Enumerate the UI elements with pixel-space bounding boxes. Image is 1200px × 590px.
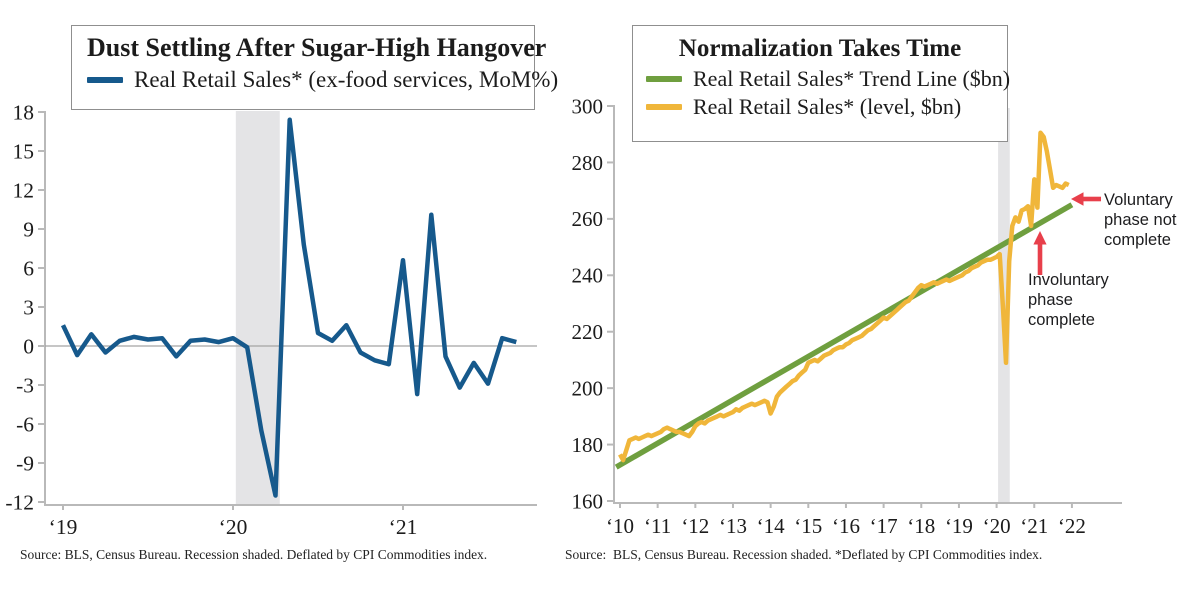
y-tick-label: 0 (23, 335, 34, 359)
y-tick-label: 160 (572, 489, 604, 513)
left-source-note: Source: BLS, Census Bureau. Recession sh… (20, 547, 488, 562)
recession-band (235, 111, 280, 505)
y-tick-label: 280 (572, 151, 604, 175)
y-tick-label: 9 (23, 218, 34, 242)
voluntary-arrow-head (1071, 192, 1084, 206)
x-tick-label: ‘18 (907, 514, 935, 538)
involuntary-arrow-head (1033, 231, 1047, 245)
yellow-line-swatch (646, 104, 682, 110)
involuntary-phase-annotation: Involuntary phase complete (1028, 271, 1109, 329)
right-source-note: Source: BLS, Census Bureau. Recession sh… (565, 547, 1043, 562)
x-tick-label: ‘11 (644, 514, 671, 538)
y-tick-label: 240 (572, 264, 604, 288)
trend-legend-label: Real Retail Sales* Trend Line ($bn) (693, 66, 1011, 91)
y-tick-label: 15 (13, 140, 35, 164)
y-tick-label: -12 (5, 491, 34, 515)
x-tick-label: ‘22 (1058, 514, 1086, 538)
level-legend-label: Real Retail Sales* (level, $bn) (693, 94, 962, 119)
x-tick-label: ‘10 (606, 514, 634, 538)
y-tick-label: 200 (572, 376, 604, 400)
y-tick-label: 180 (572, 433, 604, 457)
y-tick-label: 3 (23, 296, 34, 320)
x-tick-label: ‘14 (757, 514, 785, 538)
right-legend-level: Real Retail Sales* (level, $bn) (646, 94, 1007, 120)
x-tick-label: ‘20 (983, 514, 1011, 538)
y-tick-label: 300 (572, 94, 604, 118)
right-title-box: Normalization Takes Time Real Retail Sal… (632, 25, 1011, 142)
green-line-swatch (646, 76, 682, 82)
left-legend-label: Real Retail Sales* (ex-food services, Mo… (134, 67, 559, 92)
voluntary-phase-annotation: Voluntary phase not complete (1104, 191, 1177, 249)
left-title-box: Dust Settling After Sugar-High Hangover … (71, 25, 558, 110)
x-tick-label: ‘16 (832, 514, 860, 538)
y-tick-label: 18 (13, 101, 35, 125)
right-chart-plot: 300 280 260 240 220 200 180 160‘10 ‘11 ‘12 ‘13 ‘14 ‘… (572, 94, 1122, 538)
x-tick-label: ‘19 (945, 514, 973, 538)
x-tick-label: ‘21 (389, 515, 418, 539)
trend-line (614, 202, 1074, 470)
blue-line-swatch (87, 77, 123, 83)
y-tick-label: 260 (572, 207, 604, 231)
y-tick-label: -9 (16, 452, 34, 476)
right-chart-title: Normalization Takes Time (678, 35, 962, 62)
x-tick-label: ‘15 (794, 514, 822, 538)
right-legend-trend: Real Retail Sales* Trend Line ($bn) (646, 66, 1011, 92)
y-tick-label: 12 (13, 179, 35, 203)
left-chart-title: Dust Settling After Sugar-High Hangover (87, 33, 547, 62)
x-tick-label: ‘17 (870, 514, 898, 538)
mom-series-line (60, 117, 517, 498)
level-series-line (618, 130, 1070, 463)
x-tick-label: ‘12 (681, 514, 709, 538)
y-tick-label: 220 (572, 320, 604, 344)
involuntary-arrow-shaft (1037, 244, 1043, 275)
y-tick-label: 6 (23, 257, 34, 281)
x-tick-label: ‘21 (1020, 514, 1048, 538)
y-tick-label: -3 (16, 374, 34, 398)
left-chart-plot: 18 15 12 9 6 3 0 -3 -6 -9 -12 ‘19 ‘20 ‘21 (5, 101, 537, 539)
y-tick-label: -6 (16, 413, 34, 437)
x-tick-label: ‘13 (719, 514, 747, 538)
x-tick-label: ‘19 (49, 515, 78, 539)
x-tick-label: ‘20 (219, 515, 248, 539)
left-legend: Real Retail Sales* (ex-food services, Mo… (87, 67, 558, 93)
voluntary-arrow-shaft (1083, 196, 1101, 202)
